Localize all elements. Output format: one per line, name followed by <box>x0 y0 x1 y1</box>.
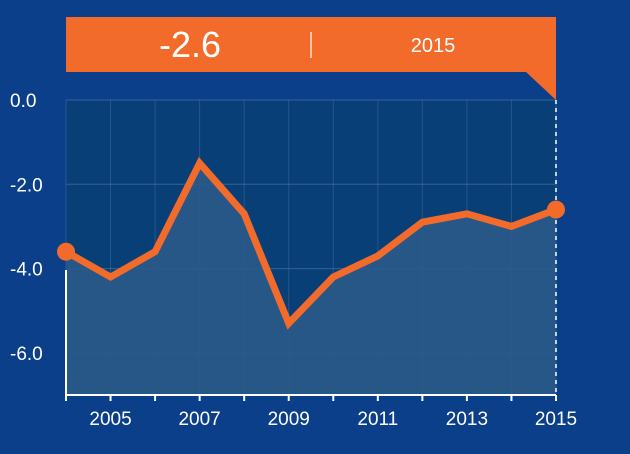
y-tick-label: -2.0 <box>10 175 43 196</box>
x-tick-label: 2015 <box>535 409 577 430</box>
x-axis-ticks: 2005 2007 2009 2011 2013 2015 <box>89 409 577 430</box>
y-tick-label: -6.0 <box>10 344 43 365</box>
y-tick-label: 0.0 <box>10 91 36 112</box>
value-banner: -2.6 2015 <box>66 17 556 100</box>
data-point <box>57 242 75 261</box>
data-point <box>547 200 565 219</box>
banner-value: -2.6 <box>159 24 221 65</box>
banner-year: 2015 <box>411 35 456 57</box>
x-tick-label: 2005 <box>89 409 131 430</box>
axes <box>65 270 557 401</box>
series-line <box>62 157 560 330</box>
x-tick-label: 2011 <box>357 409 398 430</box>
x-tick-label: 2009 <box>268 409 310 430</box>
x-tick-label: 2007 <box>178 409 220 430</box>
banner-pointer <box>526 72 556 100</box>
y-axis-ticks: 0.0 -2.0 -4.0 -6.0 <box>10 91 43 365</box>
data-points <box>57 200 565 261</box>
x-tick-label: 2013 <box>446 409 488 430</box>
y-tick-label: -4.0 <box>10 260 43 281</box>
